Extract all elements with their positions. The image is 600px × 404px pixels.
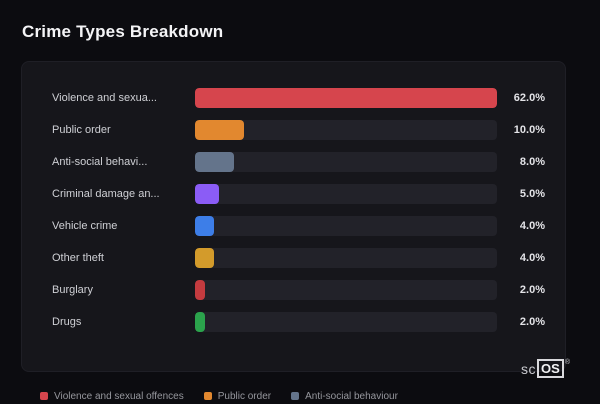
chart-row: Other theft 4.0%	[52, 242, 545, 274]
category-label: Other theft	[52, 252, 104, 264]
category-label: Violence and sexua...	[52, 92, 157, 104]
page-title: Crime Types Breakdown	[22, 22, 224, 41]
bar[interactable]	[195, 184, 220, 204]
bar-track	[195, 120, 497, 140]
legend-item[interactable]: Public order	[203, 390, 272, 402]
bar[interactable]	[195, 312, 205, 332]
value-label: 62.0%	[513, 92, 545, 104]
value-label: 4.0%	[519, 220, 545, 232]
chart-row: Anti-social behavi... 8.0%	[52, 146, 545, 178]
legend-item[interactable]: Violence and sexual offences	[40, 391, 184, 402]
chart-row: Criminal damage an... 5.0%	[52, 178, 545, 210]
bar-track	[195, 88, 497, 108]
category-label: Vehicle crime	[52, 220, 118, 232]
legend-label: Violence and sexual offences	[54, 390, 184, 402]
chart-row: Vehicle crime 4.0%	[52, 210, 545, 242]
value-label: 8.0%	[519, 156, 545, 168]
bar-track	[195, 152, 497, 172]
chart-panel: Violence and sexua... 62.0% Public order 10…	[21, 61, 566, 372]
legend-swatch-icon	[291, 392, 300, 400]
category-label: Criminal damage an...	[52, 188, 160, 200]
scos-logo: sc OS ®	[521, 359, 570, 378]
bar[interactable]	[195, 88, 497, 108]
registered-mark-icon: ®	[564, 359, 570, 366]
bar[interactable]	[195, 120, 244, 140]
bar[interactable]	[195, 280, 205, 300]
bar-track	[195, 280, 497, 300]
value-label: 4.0%	[519, 252, 545, 264]
category-label: Burglary	[52, 284, 93, 296]
value-label: 10.0%	[513, 124, 545, 136]
bar-track	[195, 312, 497, 332]
value-label: 2.0%	[519, 316, 545, 328]
legend-swatch-icon	[40, 392, 48, 400]
category-label: Anti-social behavi...	[52, 156, 148, 168]
category-label: Public order	[52, 124, 111, 136]
value-label: 5.0%	[519, 188, 545, 200]
bar-track	[195, 248, 497, 268]
value-label: 2.0%	[519, 284, 545, 296]
category-label: Drugs	[52, 316, 82, 328]
bar[interactable]	[195, 248, 215, 268]
legend-swatch-icon	[203, 392, 212, 400]
legend-label: Public order	[217, 390, 272, 402]
bar[interactable]	[195, 216, 215, 236]
legend-label: Anti-social behaviour	[305, 390, 398, 402]
bar-track	[195, 216, 497, 236]
chart-legend: Violence and sexual offences Public order…	[40, 388, 398, 404]
chart-row: Public order 10.0%	[52, 114, 545, 146]
chart-row: Drugs 2.0%	[52, 306, 545, 338]
chart-row: Burglary 2.0%	[52, 274, 545, 306]
bar-track	[195, 184, 497, 204]
bar[interactable]	[195, 152, 234, 172]
logo-prefix: sc	[521, 360, 537, 377]
logo-boxed-text: OS	[537, 359, 564, 378]
chart-row: Violence and sexua... 62.0%	[52, 82, 545, 114]
bar-chart: Violence and sexua... 62.0% Public order 10…	[52, 82, 545, 338]
legend-item[interactable]: Anti-social behaviour	[291, 391, 398, 402]
